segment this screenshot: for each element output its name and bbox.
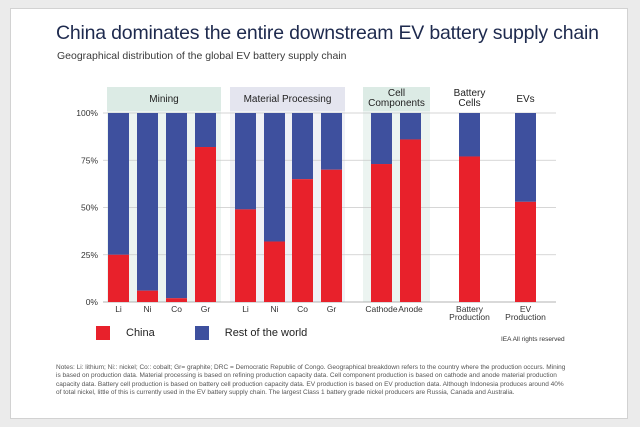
notes-text: Notes: Li: lithium; Ni:: nickel; Co:: co…	[56, 364, 566, 397]
bar-rest-of-world	[459, 113, 480, 157]
chart-subtitle: Geographical distribution of the global …	[57, 50, 347, 62]
group-header-material-processing	[230, 87, 345, 111]
y-tick-label: 25%	[81, 250, 98, 260]
group-label: Cell	[388, 88, 405, 99]
bar-china	[235, 209, 256, 302]
bar-china	[515, 201, 536, 302]
category-label: Anode	[398, 304, 423, 314]
y-tick-label: 75%	[81, 155, 98, 165]
legend: China Rest of the world	[96, 326, 347, 340]
legend-label-china: China	[126, 327, 155, 339]
bar-china	[371, 164, 392, 302]
bar-rest-of-world	[371, 113, 392, 165]
bar-rest-of-world	[400, 113, 421, 140]
bar-china	[137, 290, 158, 302]
group-label: Cells	[458, 98, 480, 109]
group-label: Mining	[149, 94, 178, 105]
legend-label-rest: Rest of the world	[224, 327, 308, 339]
y-tick-label: 50%	[81, 203, 98, 213]
category-label: Cathode	[365, 304, 397, 314]
category-label: Battery	[456, 304, 484, 314]
category-label: Production	[505, 312, 546, 322]
bar-rest-of-world	[515, 113, 536, 202]
bar-china	[195, 147, 216, 302]
group-header-mining	[107, 87, 221, 111]
bar-china	[292, 179, 313, 302]
category-label: Co	[297, 304, 308, 314]
bar-china	[166, 298, 187, 302]
credit-text: IEA All rights reserved	[501, 336, 565, 343]
group-header-cell-components	[363, 87, 430, 111]
chart-title: China dominates the entire downstream EV…	[56, 22, 599, 44]
category-label: Li	[115, 304, 122, 314]
bar-rest-of-world	[137, 113, 158, 291]
bar-rest-of-world	[195, 113, 216, 148]
bar-china	[321, 169, 342, 302]
category-label: Gr	[201, 304, 211, 314]
bar-rest-of-world	[292, 113, 313, 180]
category-label: Li	[242, 304, 249, 314]
y-tick-label: 0%	[86, 297, 99, 307]
bar-china	[108, 254, 129, 302]
bar-rest-of-world	[235, 113, 256, 210]
group-label: EVs	[516, 94, 534, 105]
bar-china	[459, 156, 480, 302]
bar-rest-of-world	[166, 113, 187, 299]
bar-china	[264, 241, 285, 302]
group-label: Battery	[454, 88, 486, 99]
bar-rest-of-world	[321, 113, 342, 170]
category-label: EV	[520, 304, 532, 314]
legend-item-rest: Rest of the world	[194, 326, 308, 340]
y-tick-label: 100%	[76, 108, 98, 118]
category-label: Ni	[143, 304, 151, 314]
category-label: Co	[171, 304, 182, 314]
legend-item-china: China	[96, 326, 155, 340]
legend-swatch-china	[96, 326, 110, 340]
group-label: Material Processing	[244, 94, 332, 105]
category-label: Ni	[270, 304, 278, 314]
group-label: Components	[368, 98, 425, 109]
bar-china	[400, 139, 421, 302]
bar-rest-of-world	[108, 113, 129, 255]
bar-rest-of-world	[264, 113, 285, 242]
legend-swatch-rest	[194, 326, 209, 340]
category-label: Gr	[327, 304, 337, 314]
category-label: Production	[449, 312, 490, 322]
